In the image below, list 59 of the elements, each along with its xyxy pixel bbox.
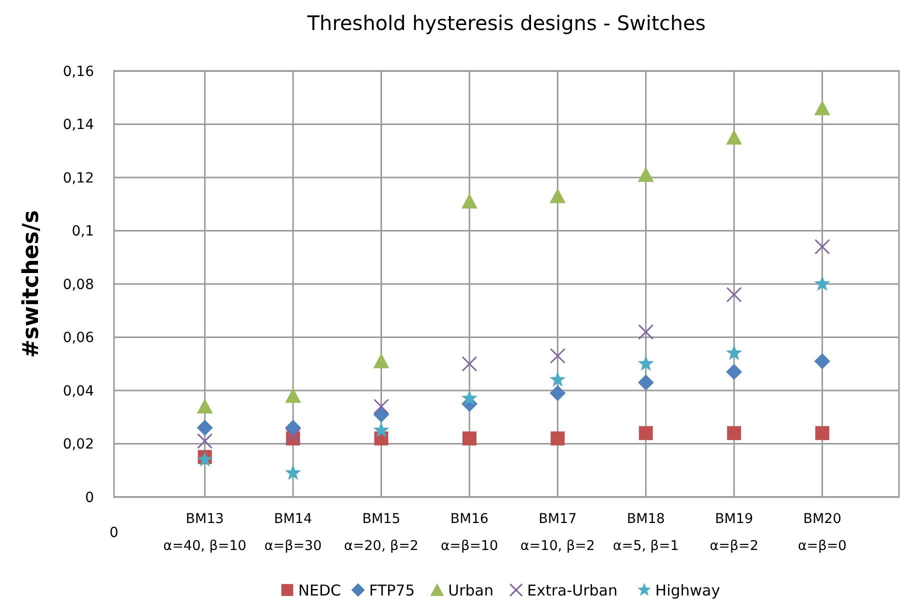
point [726,286,742,302]
point [285,388,302,403]
point [196,398,213,414]
y-tick-label: 0,1 [72,224,94,240]
x-tick-label: BM18 α=5, β=1 [612,511,679,554]
y-tick-label: 0,12 [62,170,94,186]
y-tick-label: 0,14 [62,117,94,134]
point [814,353,830,370]
x-tick-label: BM16 α=β=10 [440,511,498,554]
legend-label: Extra-Urban [527,581,618,600]
x-tick-label: BM13 α=40, β=10 [163,511,246,554]
y-tick-label: 0,02 [62,436,94,453]
legend-label: Highway [655,581,720,600]
point [638,166,654,182]
point [284,464,302,480]
point [462,431,476,446]
point [814,100,830,116]
point [726,364,742,380]
point [461,193,478,208]
point [373,353,390,368]
x-tick-label: BM19 α=β=2 [710,511,758,554]
point [814,276,830,291]
point [727,426,742,440]
y-tick-label: 0,08 [62,276,94,293]
point [374,398,390,414]
text: 0 [110,525,118,541]
point [550,371,566,387]
point [814,238,830,254]
point [638,355,654,371]
y-tick-label: 0,16 [62,64,94,80]
point [726,344,742,360]
point [815,426,830,440]
point [197,433,213,449]
x-tick-label: BM17 α=10, β=2 [520,511,595,554]
y-tick-label: 0,06 [62,330,94,346]
x-tick-label: BM14 α=β=30 [264,511,322,554]
legend-label: FTP75 [369,581,415,600]
point [373,422,390,438]
point [550,431,565,446]
x-tick-label: BM15 α=20, β=2 [344,511,419,554]
point [461,390,478,406]
point [196,420,213,436]
point [550,348,566,364]
point [550,385,566,402]
chart-title: Threshold hysteresis designs - Switches [306,11,706,35]
legend-label: Urban [448,581,494,600]
point [550,188,566,204]
y-tick-label: 0 [85,490,94,506]
point [462,356,478,372]
point [196,451,213,467]
point [638,426,653,440]
legend-label: NEDC [298,581,342,600]
point [285,428,301,444]
point [638,374,654,391]
point [726,130,742,145]
y-axis-title: #switches/s [19,210,44,358]
point [638,324,654,340]
y-tick-label: 0,04 [62,383,94,400]
x-tick-label: BM20 α=β=0 [798,511,847,554]
